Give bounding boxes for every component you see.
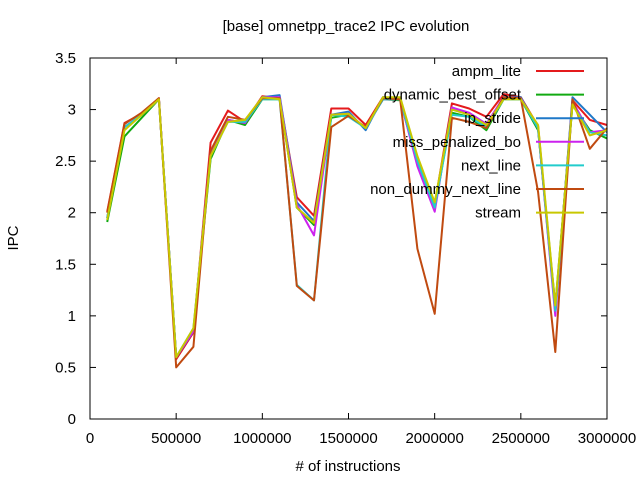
series-line-stream bbox=[106, 96, 608, 359]
series-line-non-dummy-next-line bbox=[106, 96, 608, 369]
legend-label-miss-penalized-bo: miss_penalized_bo bbox=[393, 134, 521, 151]
x-tick-label: 2000000 bbox=[405, 430, 463, 447]
y-axis-label: IPC bbox=[5, 225, 22, 250]
x-axis-label: # of instructions bbox=[295, 458, 400, 475]
x-tick-label: 0 bbox=[86, 430, 94, 447]
series-line-next-line bbox=[106, 98, 608, 359]
x-tick-label: 1500000 bbox=[319, 430, 377, 447]
legend-label-non-dummy-next-line: non_dummy_next_line bbox=[370, 181, 521, 198]
legend-label-dynamic-best-offset: dynamic_best_offset bbox=[384, 87, 522, 104]
y-tick-label: 1 bbox=[68, 308, 76, 325]
y-axis: 0 0.5 1 1.5 2 2.5 3 3.5 bbox=[55, 50, 607, 428]
legend-label-next-line: next_line bbox=[461, 157, 521, 174]
chart-title: [base] omnetpp_trace2 IPC evolution bbox=[223, 18, 470, 35]
series-line-ip-stride bbox=[106, 94, 608, 359]
y-tick-label: 0 bbox=[68, 411, 76, 428]
series-line-dynamic-best-offset bbox=[106, 98, 608, 359]
legend: ampm_lite dynamic_best_offset ip_stridemis… bbox=[370, 63, 584, 222]
y-tick-label: 1.5 bbox=[55, 256, 76, 273]
y-tick-label: 0.5 bbox=[55, 359, 76, 376]
legend-label-ip-stride: ip_stride bbox=[464, 110, 521, 127]
y-tick-label: 3.5 bbox=[55, 50, 76, 67]
x-tick-label: 2500000 bbox=[492, 430, 550, 447]
y-tick-label: 2.5 bbox=[55, 153, 76, 170]
series-line-ampm-lite bbox=[106, 93, 608, 361]
x-tick-label: 500000 bbox=[151, 430, 201, 447]
series-line-miss-penalized-bo bbox=[106, 96, 608, 359]
legend-label-stream: stream bbox=[475, 205, 521, 222]
legend-label-ampm-lite: ampm_lite bbox=[452, 63, 521, 80]
x-axis: 0 500000 1000000 1500000 2000000 2500000 30000… bbox=[86, 58, 636, 447]
series-layer bbox=[106, 93, 608, 369]
y-tick-label: 3 bbox=[68, 102, 76, 119]
x-tick-label: 1000000 bbox=[233, 430, 291, 447]
x-tick-label: 3000000 bbox=[578, 430, 636, 447]
y-tick-label: 2 bbox=[68, 205, 76, 222]
